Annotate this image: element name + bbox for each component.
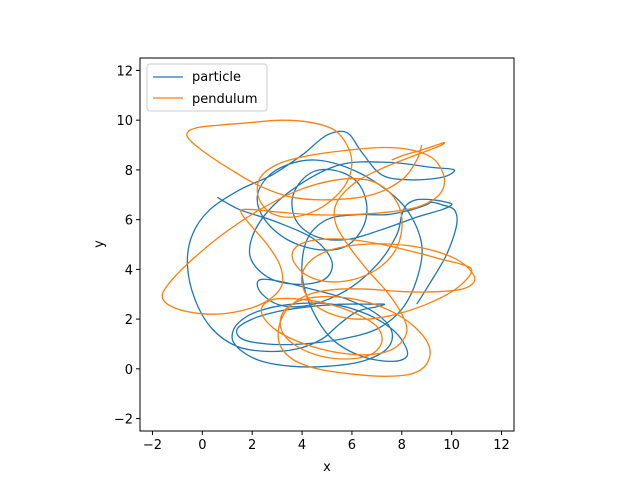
plot-area-frame [139,57,515,432]
legend: particle pendulum [146,63,268,112]
series-line-particle [186,130,458,368]
x-tick-label: −2 [143,438,162,453]
y-tick-label: 8 [125,164,133,179]
y-axis: −2 0 2 4 6 8 10 12 [114,64,140,428]
x-axis: −2 0 2 4 6 8 10 12 [143,431,510,453]
x-tick-label: 0 [198,438,206,453]
series-layer [161,119,476,377]
y-tick-label: 10 [116,114,133,129]
x-tick-label: 8 [398,438,406,453]
y-tick-label: 2 [125,313,133,328]
y-tick-label: 4 [125,263,133,278]
legend-label-pendulum: pendulum [192,92,258,107]
y-tick-label: 6 [125,214,133,229]
x-axis-label: x [323,460,331,475]
legend-label-particle: particle [192,70,241,85]
x-tick-label: 6 [348,438,356,453]
y-tick-label: 0 [125,363,133,378]
x-tick-label: 12 [493,438,510,453]
y-tick-label: −2 [114,413,133,428]
legend-box [146,63,268,112]
series-line-pendulum [161,119,476,377]
x-tick-label: 10 [443,438,460,453]
x-tick-label: 2 [248,438,256,453]
y-axis-label: y [92,240,107,248]
x-tick-label: 4 [298,438,306,453]
y-tick-label: 12 [116,64,133,79]
